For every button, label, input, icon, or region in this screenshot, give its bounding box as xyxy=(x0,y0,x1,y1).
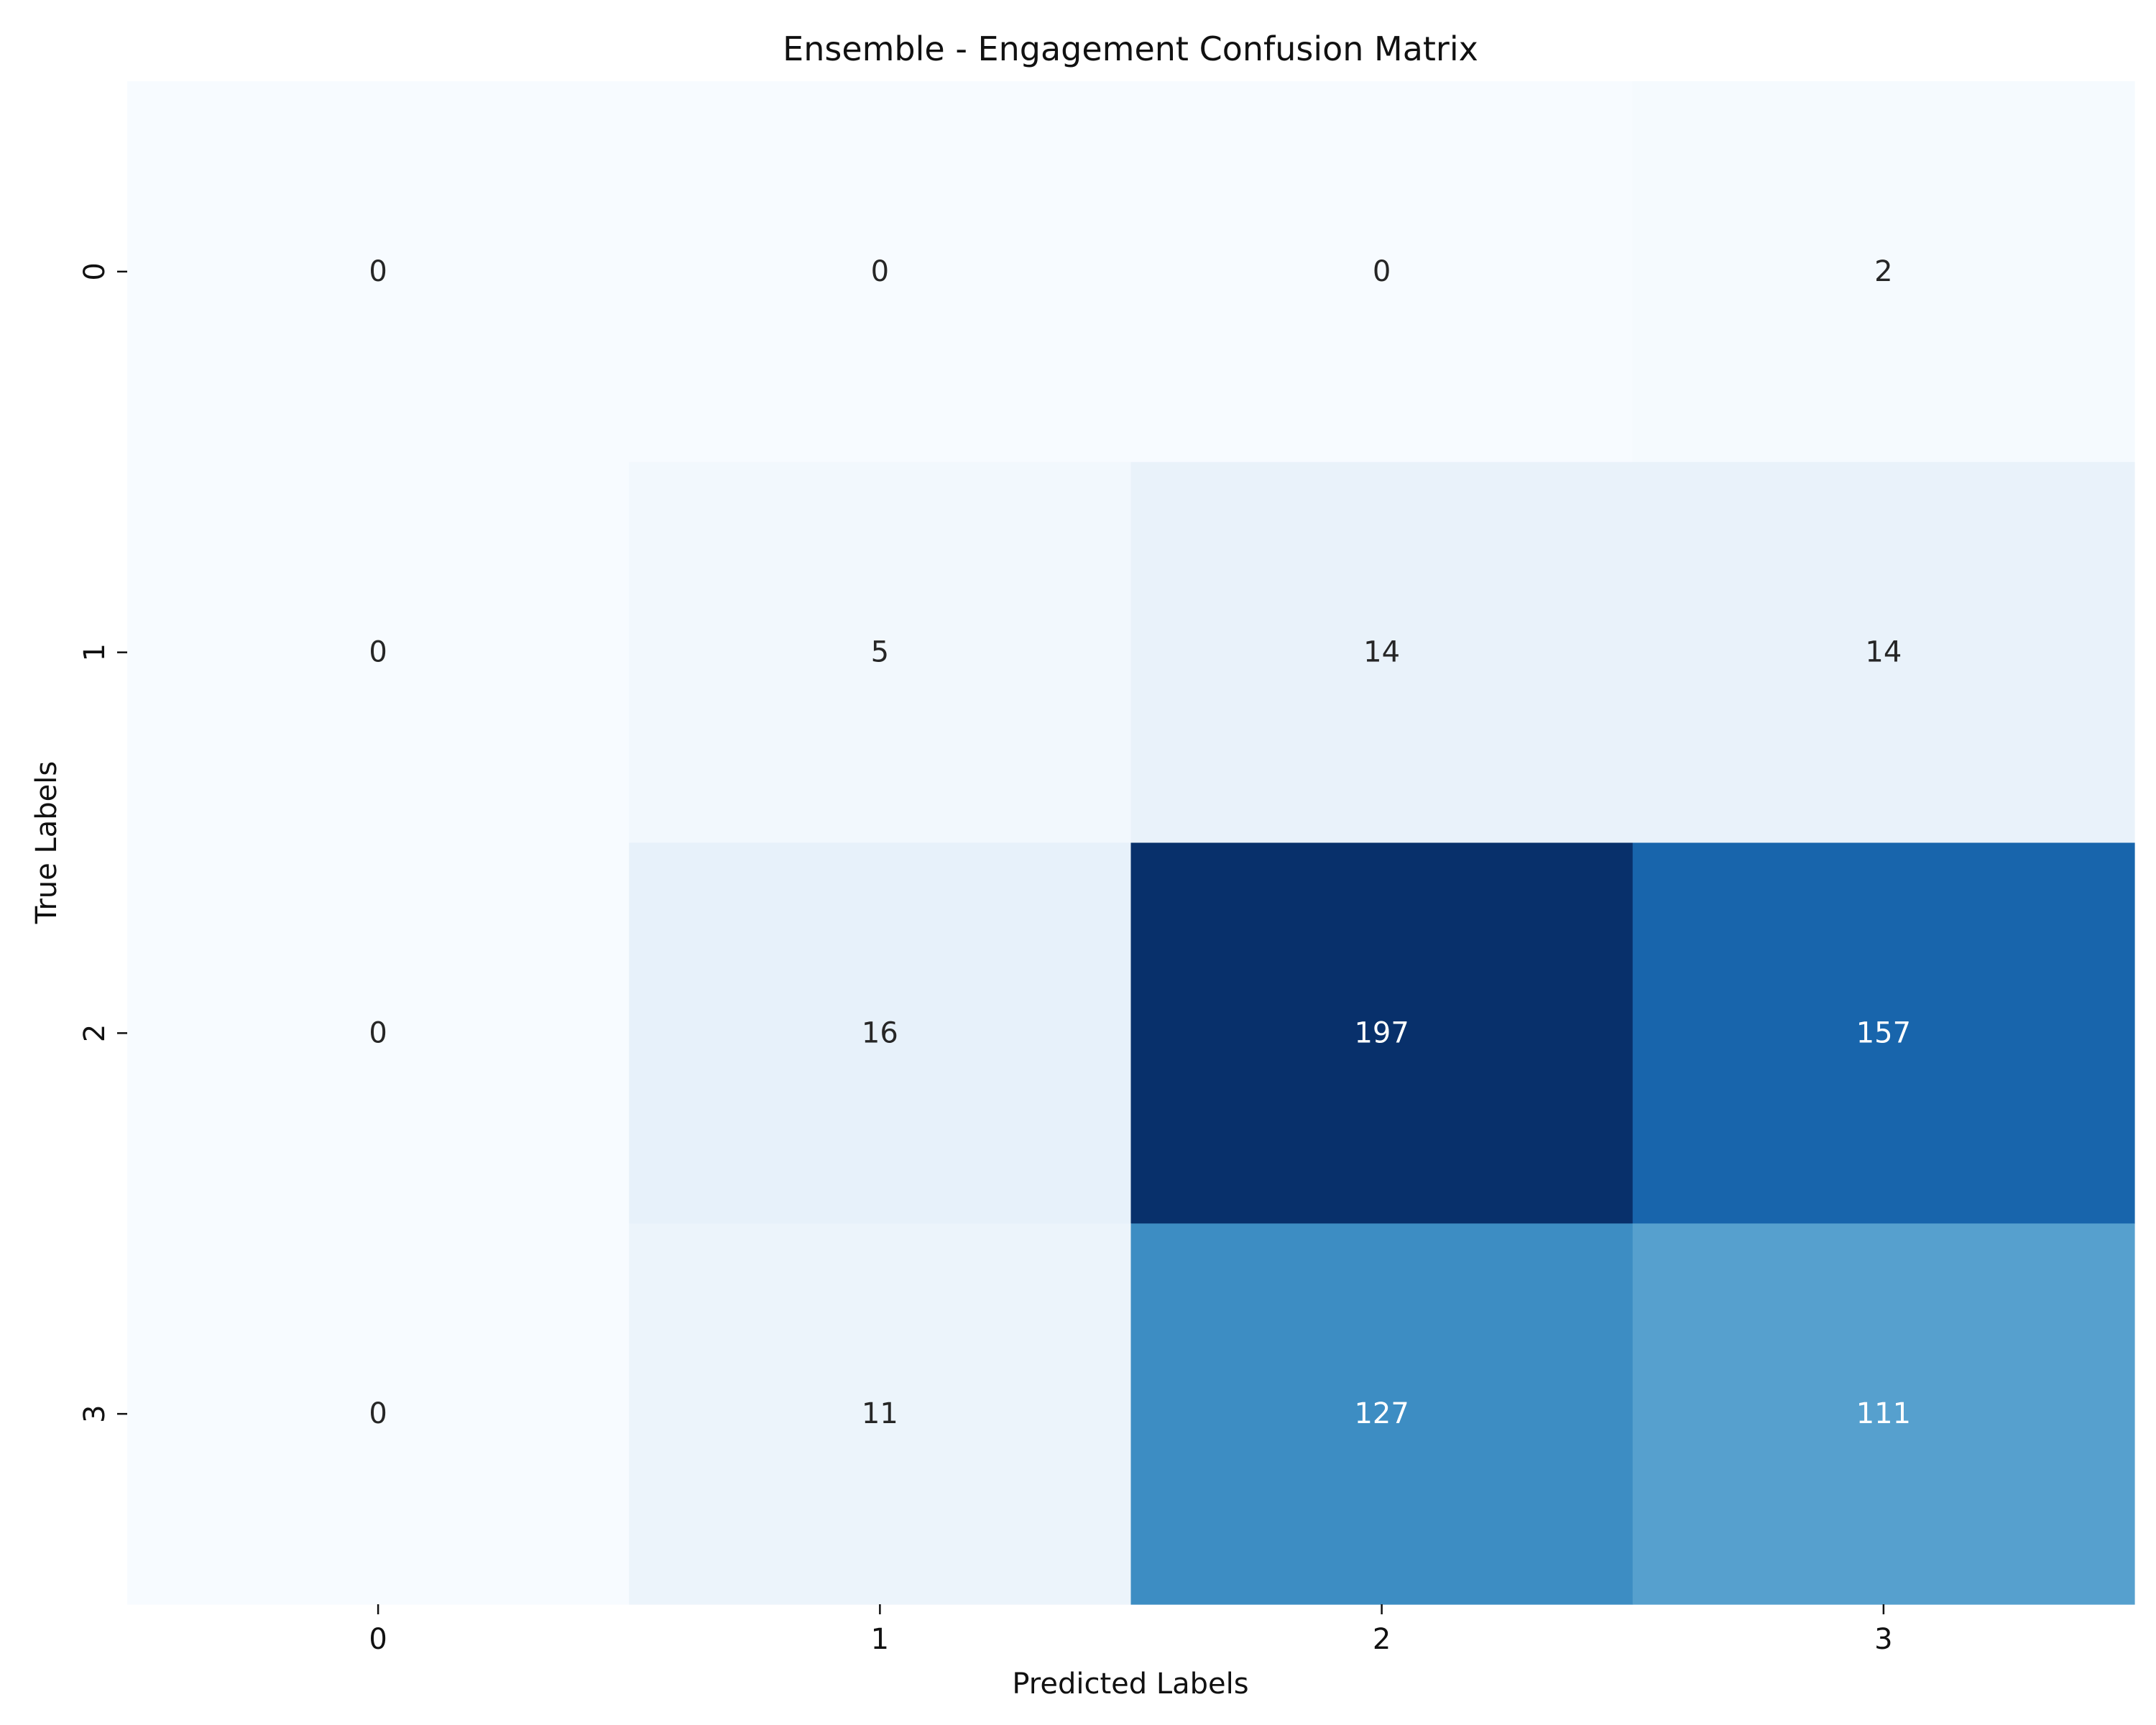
x-tick-label-1: 1 xyxy=(871,1623,889,1656)
x-tick-label-2: 2 xyxy=(1373,1623,1391,1656)
heatmap-cell-2-0 xyxy=(127,842,630,1224)
heatmap-cell-3-1 xyxy=(629,1223,1132,1605)
heatmap-cell-1-0 xyxy=(127,461,630,844)
heatmap-cell-value-0-2: 0 xyxy=(1373,255,1391,288)
heatmap-cell-value-0-3: 2 xyxy=(1874,255,1892,288)
heatmap-cell-1-1 xyxy=(629,461,1132,844)
heatmap-cell-value-3-3: 111 xyxy=(1856,1397,1911,1430)
heatmap-cell-value-2-1: 16 xyxy=(862,1016,898,1049)
y-axis-ticks: 0 1 2 3 xyxy=(78,262,127,1423)
y-tick-label-3: 3 xyxy=(78,1404,111,1422)
heatmap-cell-value-1-1: 5 xyxy=(871,636,889,669)
heatmap-cell-value-2-3: 157 xyxy=(1856,1016,1911,1049)
heatmap-cell-0-2 xyxy=(1130,81,1634,463)
heatmap-cell-1-3 xyxy=(1632,461,2135,844)
heatmap-cell-value-2-0: 0 xyxy=(369,1016,387,1049)
heatmap-cell-value-1-2: 14 xyxy=(1363,636,1400,669)
chart-title: Ensemble - Engagement Confusion Matrix xyxy=(783,29,1478,68)
heatmap-cell-0-0 xyxy=(127,81,630,463)
heatmap-cell-0-3 xyxy=(1632,81,2135,463)
y-axis-label: True Labels xyxy=(30,761,63,924)
heatmap-cell-3-0 xyxy=(127,1223,630,1605)
x-axis-ticks: 0 1 2 3 xyxy=(369,1604,1893,1656)
heatmap-cell-value-0-0: 0 xyxy=(369,255,387,288)
heatmap-cell-value-3-0: 0 xyxy=(369,1397,387,1430)
heatmap-cell-2-2 xyxy=(1130,842,1634,1224)
heatmap-cell-1-2 xyxy=(1130,461,1634,844)
y-tick-label-0: 0 xyxy=(78,262,111,280)
y-tick-label-1: 1 xyxy=(78,643,111,661)
y-tick-label-2: 2 xyxy=(78,1024,111,1042)
x-axis-label: Predicted Labels xyxy=(1012,1668,1248,1701)
heatmap-cell-value-2-2: 197 xyxy=(1354,1016,1409,1049)
heatmap-cell-3-3 xyxy=(1632,1223,2135,1605)
x-tick-label-3: 3 xyxy=(1874,1623,1892,1656)
heatmap-cell-value-1-3: 14 xyxy=(1865,636,1902,669)
heatmap-cell-2-3 xyxy=(1632,842,2135,1224)
heatmap-cell-0-1 xyxy=(629,81,1132,463)
heatmap-cell-value-1-0: 0 xyxy=(369,636,387,669)
heatmap-cell-value-0-1: 0 xyxy=(871,255,889,288)
heatmap-cell-value-3-2: 127 xyxy=(1354,1397,1409,1430)
heatmap-cells xyxy=(127,81,2135,1605)
heatmap-cell-3-2 xyxy=(1130,1223,1634,1605)
heatmap-cell-value-3-1: 11 xyxy=(862,1397,898,1430)
heatmap-cell-2-1 xyxy=(629,842,1132,1224)
heatmap-cell-labels: 0 0 0 2 0 5 14 14 0 16 197 157 0 11 127 111 xyxy=(369,255,1911,1430)
x-tick-label-0: 0 xyxy=(369,1623,387,1656)
